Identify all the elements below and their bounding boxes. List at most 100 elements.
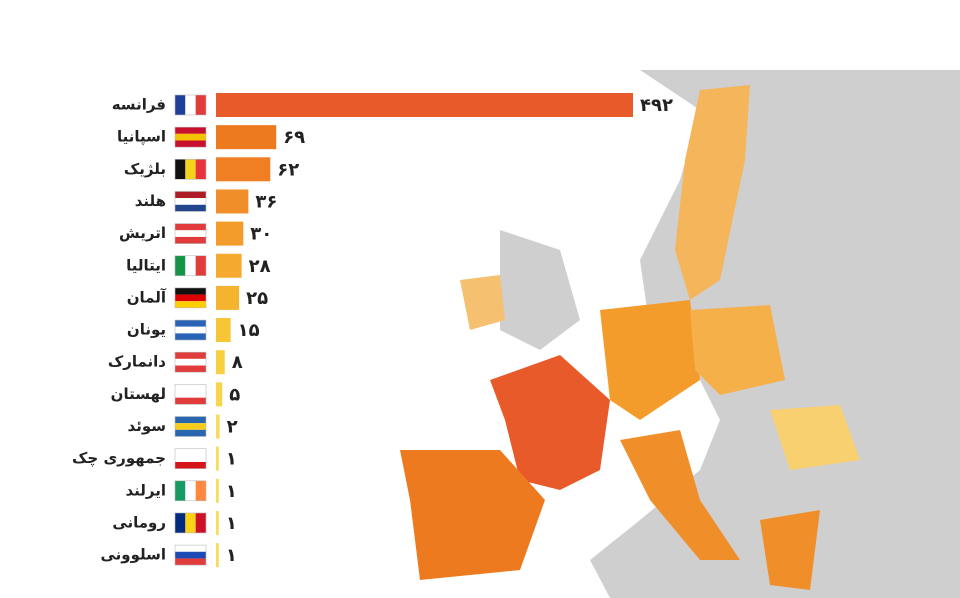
flag bbox=[174, 126, 207, 148]
flag-stripe bbox=[175, 461, 206, 469]
bar bbox=[216, 543, 219, 568]
country-label: ایرلند bbox=[125, 481, 166, 499]
flag-border bbox=[174, 94, 207, 116]
flag-stripe bbox=[175, 448, 206, 456]
flag-border bbox=[174, 319, 207, 341]
value-label: ۱ bbox=[226, 449, 237, 470]
flag bbox=[174, 416, 207, 437]
country-label: دانمارک bbox=[108, 353, 166, 371]
flag bbox=[174, 223, 207, 244]
flag-border bbox=[174, 126, 207, 148]
flag-stripe bbox=[175, 352, 206, 359]
country-label: ایتالیا bbox=[126, 256, 166, 274]
value-label: ۱ bbox=[226, 545, 237, 566]
bar bbox=[216, 157, 271, 182]
country-label: سوئد bbox=[128, 417, 166, 435]
flag-stripe bbox=[195, 159, 206, 180]
flag-border bbox=[174, 159, 207, 180]
flag-stripe bbox=[185, 255, 196, 276]
flag bbox=[174, 480, 207, 502]
value-label: ۶۲ bbox=[277, 159, 299, 180]
value-label: ۶۹ bbox=[283, 127, 305, 148]
flag-stripe bbox=[175, 127, 206, 134]
flag-stripe bbox=[175, 391, 206, 398]
value-label: ۲۵ bbox=[246, 288, 268, 309]
bar bbox=[216, 414, 220, 439]
flag-stripe bbox=[175, 455, 206, 462]
value-label: ۱ bbox=[226, 513, 237, 534]
flag-stripe bbox=[195, 255, 206, 276]
flag-stripe bbox=[175, 204, 206, 212]
flag-stripe bbox=[175, 236, 206, 244]
flag-stripe bbox=[175, 512, 186, 533]
flag bbox=[174, 448, 207, 469]
flag-border bbox=[174, 416, 207, 437]
country-label: جمهوری چک bbox=[72, 449, 166, 468]
flag-stripe bbox=[175, 140, 206, 148]
value-label: ۴۹۲ bbox=[640, 95, 673, 116]
flag-stripe bbox=[175, 416, 206, 424]
bar bbox=[216, 318, 231, 343]
background-map bbox=[400, 70, 960, 598]
value-label: ۱۵ bbox=[238, 320, 260, 341]
flag-stripe bbox=[175, 223, 206, 231]
flag-stripe bbox=[175, 294, 206, 302]
flag-stripe bbox=[185, 159, 196, 180]
flag-stripe bbox=[175, 301, 206, 308]
flag-stripe bbox=[175, 255, 186, 276]
flag-stripe bbox=[185, 512, 196, 533]
flag-border bbox=[174, 255, 207, 277]
bar bbox=[216, 93, 633, 117]
value-label: ۳۰ bbox=[250, 224, 272, 245]
bar bbox=[216, 253, 242, 278]
value-label: ۳۶ bbox=[255, 191, 277, 212]
flag-border bbox=[174, 191, 207, 212]
flag bbox=[174, 351, 207, 373]
country-label: یونان bbox=[127, 321, 166, 339]
flag-stripe bbox=[195, 95, 206, 115]
flag-stripe bbox=[175, 198, 206, 205]
flag-stripe bbox=[175, 287, 206, 295]
flag-stripe bbox=[175, 159, 186, 180]
value-label: ۵ bbox=[229, 384, 240, 405]
country-label: هلند bbox=[135, 192, 166, 210]
flag bbox=[174, 159, 207, 180]
flag bbox=[174, 255, 207, 277]
flag bbox=[174, 512, 207, 534]
value-label: ۲۸ bbox=[249, 256, 271, 277]
flag bbox=[174, 94, 207, 116]
flag-stripe bbox=[175, 397, 206, 405]
flag-stripe bbox=[175, 384, 206, 392]
flag-stripe bbox=[175, 423, 206, 430]
flag-stripe bbox=[175, 551, 206, 559]
flag-border bbox=[174, 512, 207, 534]
country-label: اسپانیا bbox=[117, 128, 166, 147]
flag-stripe bbox=[195, 480, 206, 501]
flag bbox=[174, 319, 207, 341]
flag-border bbox=[174, 351, 207, 373]
country-label: رومانی bbox=[112, 513, 166, 531]
bar bbox=[216, 189, 249, 214]
flag bbox=[174, 287, 207, 309]
flag-stripe bbox=[175, 545, 206, 552]
flag-stripe bbox=[175, 429, 206, 437]
flag-border bbox=[174, 287, 207, 309]
flag-border bbox=[174, 223, 207, 244]
flag-stripe bbox=[175, 95, 186, 115]
bar bbox=[216, 350, 225, 375]
flag-stripe bbox=[185, 95, 196, 115]
bar bbox=[216, 285, 240, 310]
flag-stripe bbox=[175, 558, 206, 566]
value-label: ۲ bbox=[227, 417, 238, 438]
flag bbox=[174, 191, 207, 212]
bar bbox=[216, 125, 277, 150]
flag-stripe bbox=[185, 480, 196, 501]
bar bbox=[216, 382, 223, 407]
flag-stripe bbox=[195, 512, 206, 533]
flag-stripe bbox=[175, 191, 206, 199]
flag-stripe bbox=[175, 365, 206, 373]
flag-stripe bbox=[175, 326, 206, 334]
flag-stripe bbox=[175, 358, 206, 366]
